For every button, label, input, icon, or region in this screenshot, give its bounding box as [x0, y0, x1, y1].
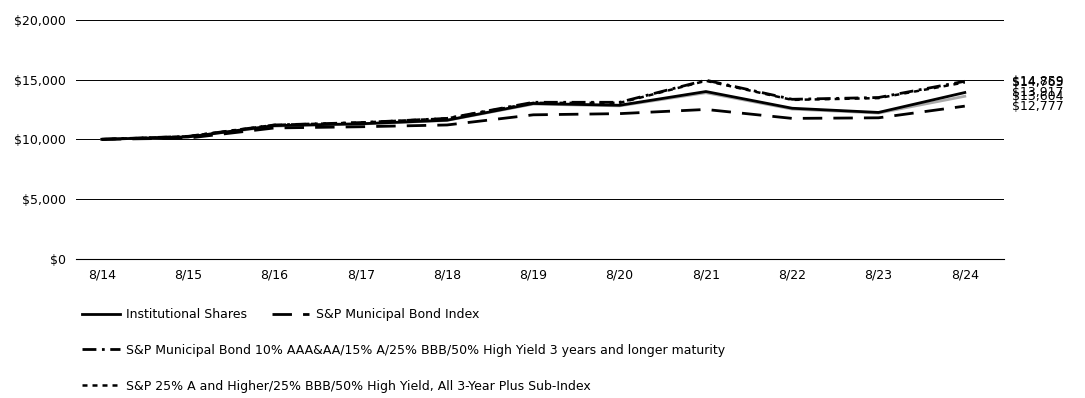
Text: $14,859: $14,859 [1012, 75, 1064, 88]
Text: $14,765: $14,765 [1012, 76, 1064, 89]
Text: $12,777: $12,777 [1012, 100, 1064, 113]
Text: $13,917: $13,917 [1012, 86, 1063, 99]
Text: $13,604: $13,604 [1012, 90, 1063, 103]
